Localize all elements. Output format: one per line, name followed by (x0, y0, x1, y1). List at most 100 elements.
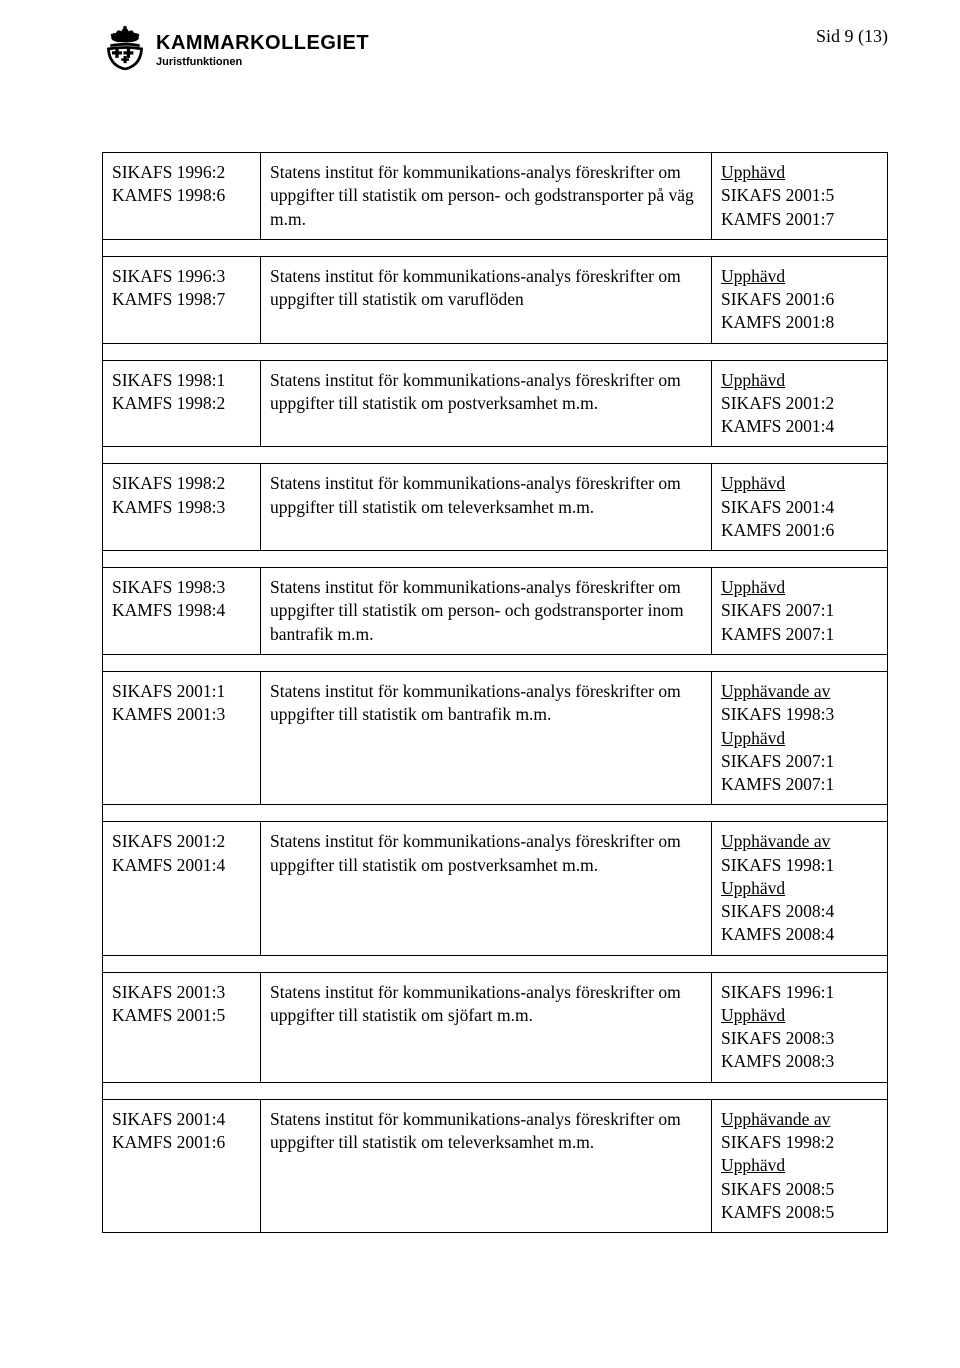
status-block: UpphävdSIKAFS 2001:5KAMFS 2001:7 (721, 161, 878, 231)
spacer-cell (103, 551, 888, 568)
reg-id-secondary: KAMFS 1998:3 (112, 496, 251, 519)
reg-id-primary: SIKAFS 1996:2 (112, 161, 251, 184)
logo-block: KAMMARKOLLEGIET Juristfunktionen (102, 24, 369, 70)
status-line: Upphävd (721, 161, 878, 184)
spacer-cell (103, 1082, 888, 1099)
table-row: SIKAFS 1996:2KAMFS 1998:6Statens institu… (103, 153, 888, 240)
reg-id-secondary: KAMFS 1998:2 (112, 392, 251, 415)
status-line: KAMFS 2001:6 (721, 519, 878, 542)
status-underlined: Upphävd (721, 473, 785, 493)
status-underlined: Upphävd (721, 162, 785, 182)
status-line: SIKAFS 2001:4 (721, 496, 878, 519)
reg-status-cell: UpphävdSIKAFS 2007:1KAMFS 2007:1 (712, 568, 888, 655)
status-line: Upphävande av (721, 680, 878, 703)
row-spacer (103, 955, 888, 972)
status-underlined: Upphävd (721, 577, 785, 597)
status-line: Upphävd (721, 1004, 878, 1027)
reg-id-cell: SIKAFS 2001:3KAMFS 2001:5 (103, 972, 261, 1082)
spacer-cell (103, 805, 888, 822)
reg-desc-cell: Statens institut för kommunikations-anal… (261, 671, 712, 804)
reg-id-cell: SIKAFS 1998:2KAMFS 1998:3 (103, 464, 261, 551)
status-line: SIKAFS 2001:2 (721, 392, 878, 415)
reg-status-cell: Upphävande avSIKAFS 1998:2UpphävdSIKAFS … (712, 1099, 888, 1232)
status-line: SIKAFS 2007:1 (721, 599, 878, 622)
status-line: KAMFS 2008:5 (721, 1201, 878, 1224)
reg-id-secondary: KAMFS 2001:6 (112, 1131, 251, 1154)
status-line: Upphävd (721, 727, 878, 750)
reg-status-cell: UpphävdSIKAFS 2001:5KAMFS 2001:7 (712, 153, 888, 240)
table-row: SIKAFS 2001:2KAMFS 2001:4 Statens institu… (103, 822, 888, 955)
row-spacer (103, 551, 888, 568)
row-spacer (103, 447, 888, 464)
crown-crest-icon (102, 24, 148, 70)
table-row: SIKAFS 1998:2KAMFS 1998:3Statens institu… (103, 464, 888, 551)
page-header: KAMMARKOLLEGIET Juristfunktionen Sid 9 (… (102, 24, 888, 70)
reg-desc-cell: Statens institut för kommunikations-anal… (261, 153, 712, 240)
status-underlined: Upphävande av (721, 831, 830, 851)
status-line: SIKAFS 1996:1 (721, 981, 878, 1004)
status-line: Upphävd (721, 877, 878, 900)
status-line: KAMFS 2007:1 (721, 773, 878, 796)
status-underlined: Upphävd (721, 1005, 785, 1025)
table-row: SIKAFS 2001:3KAMFS 2001:5Statens institu… (103, 972, 888, 1082)
status-block: Upphävande avSIKAFS 1998:2UpphävdSIKAFS … (721, 1108, 878, 1224)
status-line: SIKAFS 2008:4 (721, 900, 878, 923)
reg-status-cell: UpphävdSIKAFS 2001:2KAMFS 2001:4 (712, 360, 888, 447)
reg-id-secondary: KAMFS 1998:4 (112, 599, 251, 622)
reg-id-primary: SIKAFS 2001:3 (112, 981, 251, 1004)
spacer-cell (103, 955, 888, 972)
reg-desc-cell: Statens institut för kommunikations-anal… (261, 1099, 712, 1232)
table-row: SIKAFS 2001:4KAMFS 2001:6 Statens institu… (103, 1099, 888, 1232)
status-line: Upphävd (721, 576, 878, 599)
table-row: SIKAFS 1996:3KAMFS 1998:7Statens institu… (103, 256, 888, 343)
status-block: Upphävande av SIKAFS 1998:1UpphävdSIKAFS … (721, 830, 878, 946)
reg-id-primary: SIKAFS 2001:2 (112, 830, 251, 853)
status-line: KAMFS 2008:3 (721, 1050, 878, 1073)
status-block: Upphävd SIKAFS 2001:4KAMFS 2001:6 (721, 472, 878, 542)
reg-desc-cell: Statens institut för kommunikations-anal… (261, 972, 712, 1082)
spacer-cell (103, 239, 888, 256)
spacer-cell (103, 343, 888, 360)
status-line: SIKAFS 1998:1 (721, 854, 878, 877)
reg-id-cell: SIKAFS 2001:1KAMFS 2001:3 (103, 671, 261, 804)
page-number: Sid 9 (13) (816, 24, 888, 47)
reg-id-secondary: KAMFS 2001:4 (112, 854, 251, 877)
table-row: SIKAFS 2001:1KAMFS 2001:3Statens institu… (103, 671, 888, 804)
status-underlined: Upphävd (721, 878, 785, 898)
reg-id-primary: SIKAFS 1998:3 (112, 576, 251, 599)
page: KAMMARKOLLEGIET Juristfunktionen Sid 9 (… (0, 0, 960, 1293)
status-line: SIKAFS 2008:3 (721, 1027, 878, 1050)
reg-status-cell: Upphävande av SIKAFS 1998:1UpphävdSIKAFS … (712, 822, 888, 955)
status-line: KAMFS 2007:1 (721, 623, 878, 646)
row-spacer (103, 805, 888, 822)
status-line: KAMFS 2008:4 (721, 923, 878, 946)
status-line: KAMFS 2001:8 (721, 311, 878, 334)
reg-id-primary: SIKAFS 2001:4 (112, 1108, 251, 1131)
reg-id-cell: SIKAFS 1998:3KAMFS 1998:4 (103, 568, 261, 655)
status-underlined: Upphävd (721, 266, 785, 286)
status-underlined: Upphävande av (721, 681, 830, 701)
reg-desc-cell: Statens institut för kommunikations-anal… (261, 360, 712, 447)
status-underlined: Upphävd (721, 728, 785, 748)
status-line: SIKAFS 2001:5 (721, 184, 878, 207)
spacer-cell (103, 654, 888, 671)
row-spacer (103, 1082, 888, 1099)
reg-id-secondary: KAMFS 2001:3 (112, 703, 251, 726)
status-block: SIKAFS 1996:1UpphävdSIKAFS 2008:3KAMFS 2… (721, 981, 878, 1074)
reg-desc-cell: Statens institut för kommunikations-anal… (261, 822, 712, 955)
reg-status-cell: UpphävdSIKAFS 2001:6KAMFS 2001:8 (712, 256, 888, 343)
table-body: SIKAFS 1996:2KAMFS 1998:6Statens institu… (103, 153, 888, 1233)
reg-desc-cell: Statens institut för kommunikations-anal… (261, 568, 712, 655)
status-line: Upphävd (721, 369, 878, 392)
reg-desc-cell: Statens institut för kommunikations-anal… (261, 464, 712, 551)
row-spacer (103, 654, 888, 671)
regulation-table: SIKAFS 1996:2KAMFS 1998:6Statens institu… (102, 152, 888, 1233)
status-line: Upphävd (721, 472, 878, 495)
reg-id-primary: SIKAFS 2001:1 (112, 680, 251, 703)
status-underlined: Upphävd (721, 1155, 785, 1175)
status-block: UpphävdSIKAFS 2001:6KAMFS 2001:8 (721, 265, 878, 335)
reg-id-cell: SIKAFS 1996:2KAMFS 1998:6 (103, 153, 261, 240)
status-block: Upphävande avSIKAFS 1998:3UpphävdSIKAFS … (721, 680, 878, 796)
org-name: KAMMARKOLLEGIET (156, 32, 369, 55)
reg-id-cell: SIKAFS 1998:1KAMFS 1998:2 (103, 360, 261, 447)
